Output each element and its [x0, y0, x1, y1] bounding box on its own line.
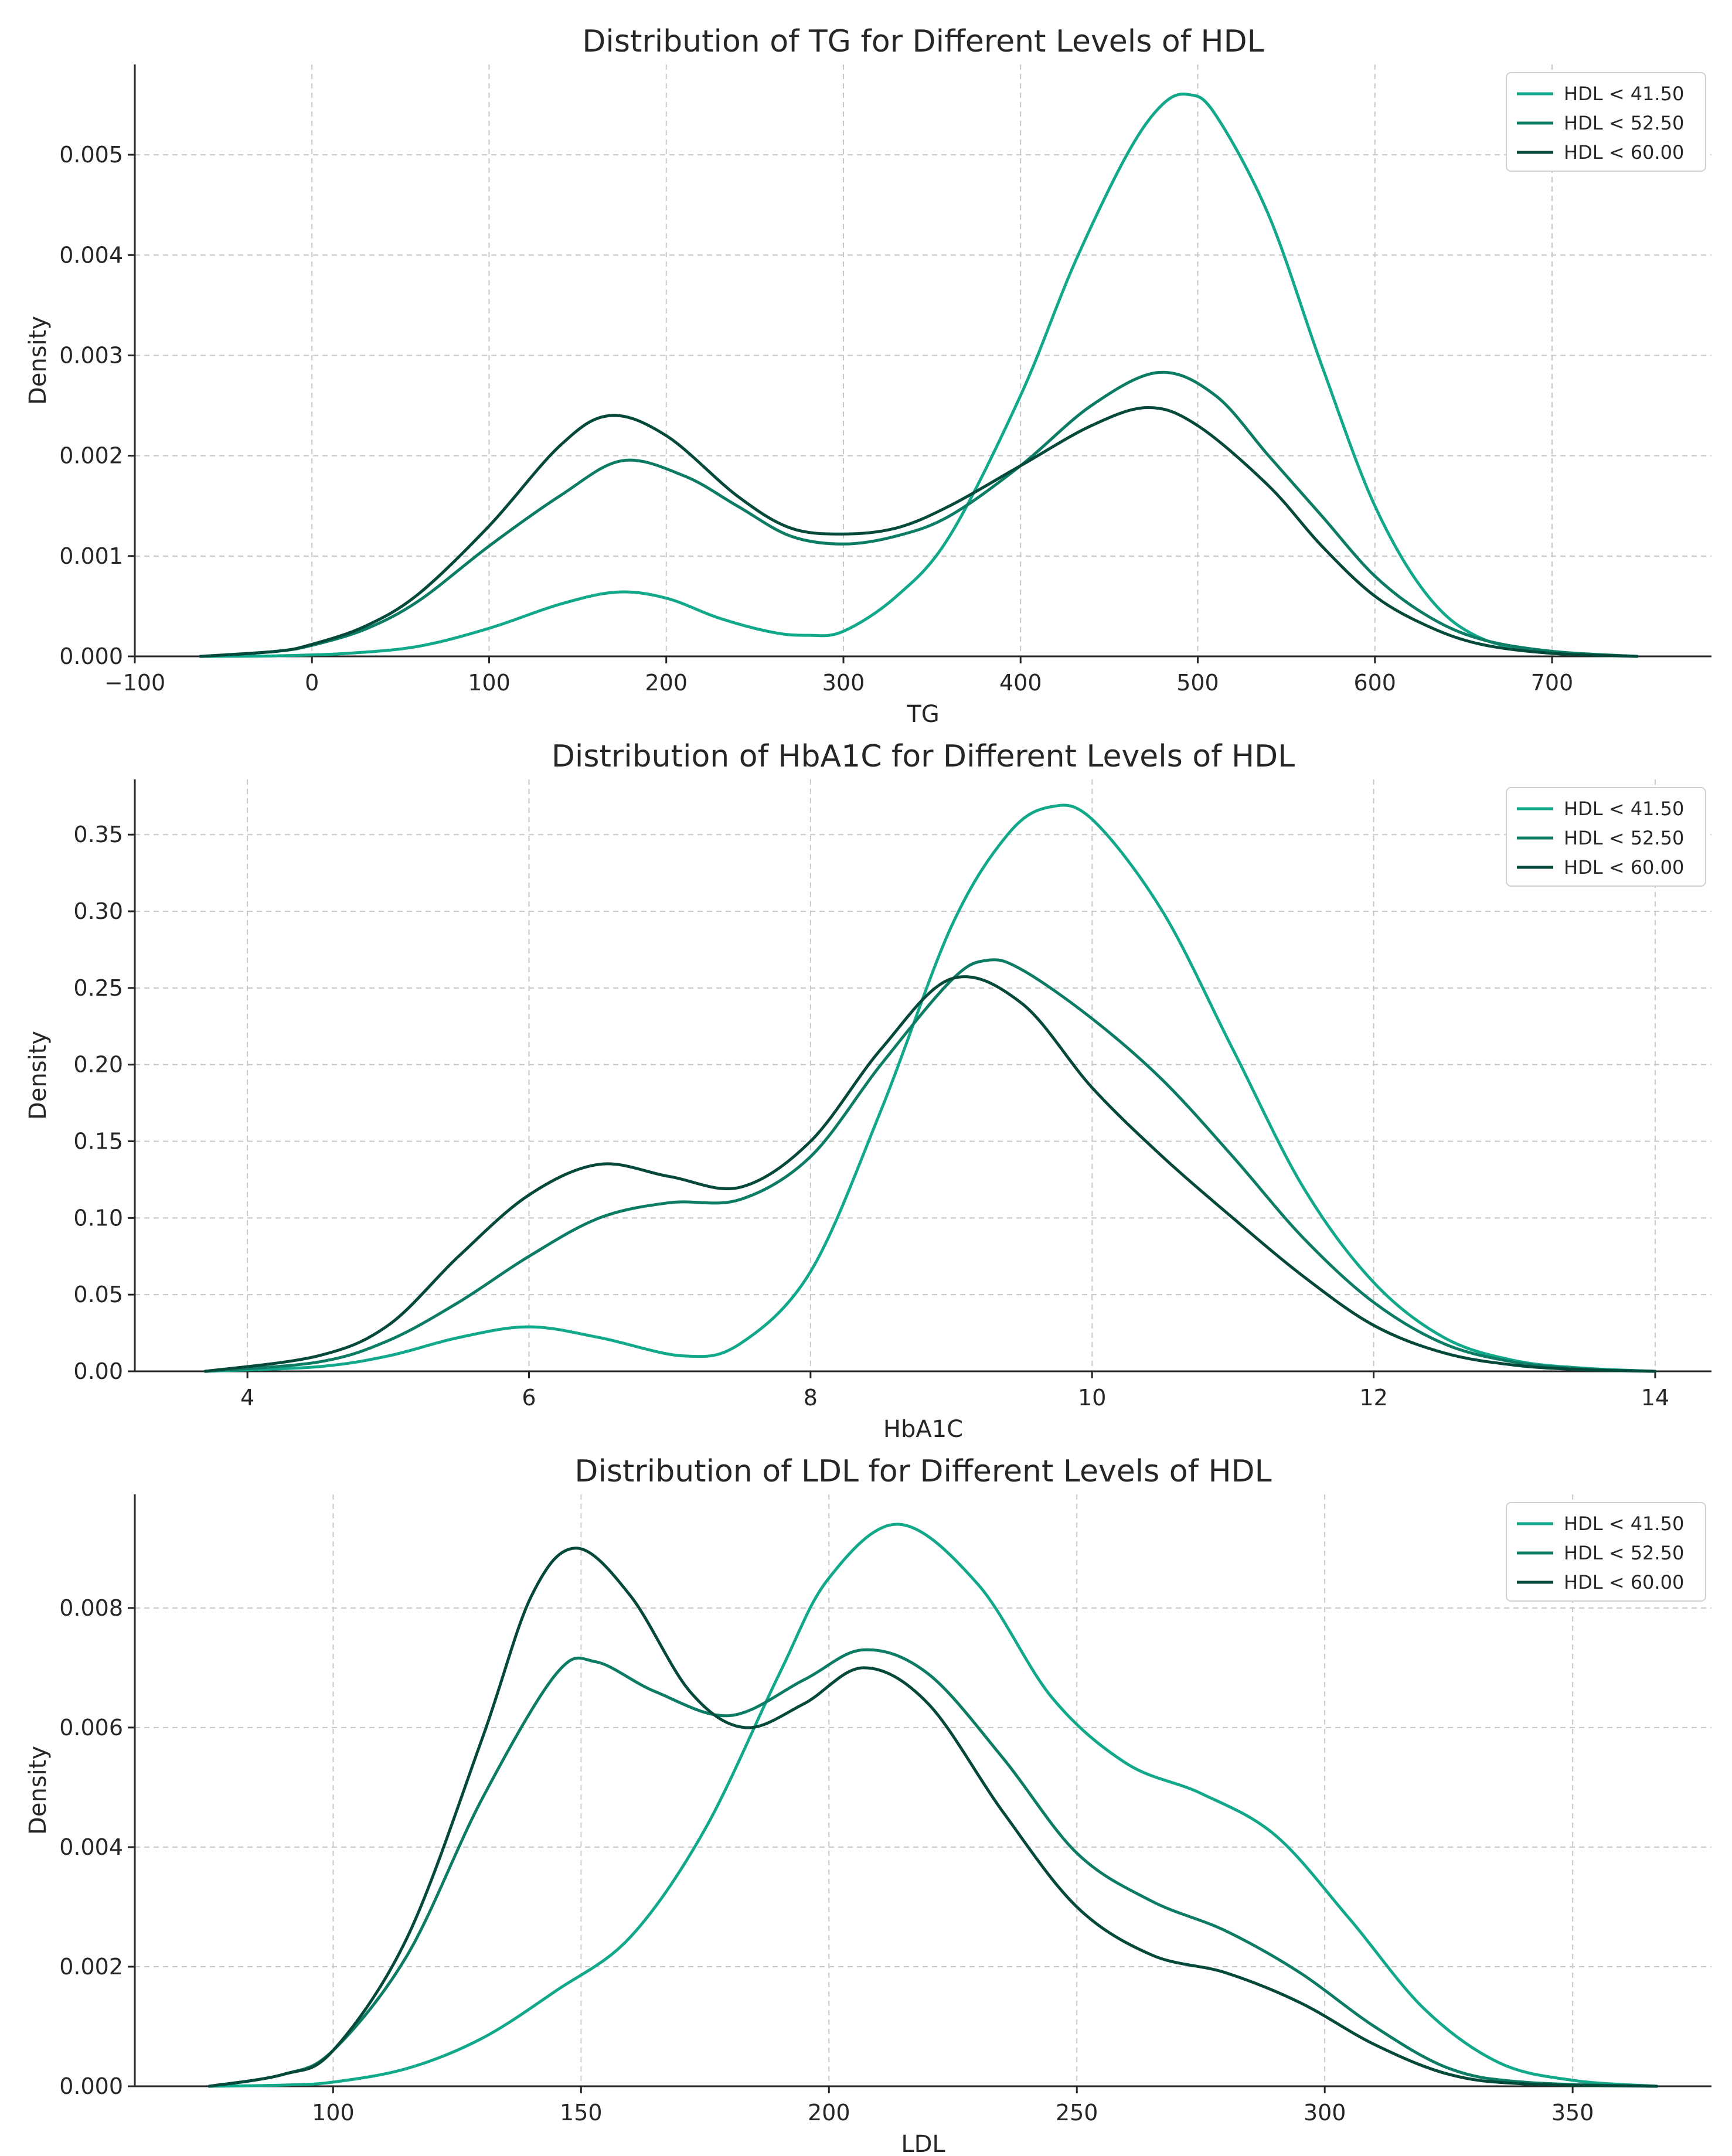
legend-box: [1506, 1502, 1706, 1602]
x-tick-label: 100: [468, 670, 511, 696]
legend-label: HDL < 60.00: [1564, 856, 1684, 878]
x-tick-label: 150: [560, 2100, 603, 2126]
chart-title: Distribution of TG for Different Levels …: [582, 24, 1264, 59]
series-line-2: [199, 370, 1639, 658]
x-axis-label: HbA1C: [883, 1416, 963, 1443]
series-line-3: [203, 975, 1657, 1373]
y-tick-label: 0.00: [73, 1358, 123, 1384]
legend-label: HDL < 41.50: [1564, 798, 1684, 820]
x-tick-label: 14: [1641, 1385, 1669, 1411]
series-line-1: [199, 92, 1639, 658]
x-tick-label: 250: [1056, 2100, 1098, 2126]
x-tick-label: 8: [804, 1385, 818, 1411]
chart-panel-hba1c: 4 6 8 10 12 14 0.00 0.05 0.10 0.15 0.20 0.25 0.30 0.3…: [25, 739, 1711, 1443]
y-tick-label: 0.001: [59, 543, 123, 569]
x-tick-label: 300: [822, 670, 865, 696]
y-tick-label: 0.004: [59, 242, 123, 268]
x-tick-label: 0: [305, 670, 319, 696]
y-tick-label: 0.35: [73, 822, 123, 847]
legend-label: HDL < 52.50: [1564, 112, 1684, 134]
x-tick-label: 200: [645, 670, 688, 696]
y-tick-label: 0.000: [59, 2073, 123, 2099]
x-tick-label: 12: [1359, 1385, 1387, 1411]
legend-label: HDL < 60.00: [1564, 141, 1684, 164]
y-tick-label: 0.20: [73, 1052, 123, 1078]
chart-panel-ldl: 100 150 200 250 300 350 0.000 0.002 0.004 0.006 0.…: [25, 1454, 1711, 2156]
series-line-2: [207, 1648, 1659, 2088]
x-tick-label: 400: [999, 670, 1042, 696]
x-tick-label: 500: [1176, 670, 1219, 696]
x-tick-label: 600: [1353, 670, 1396, 696]
legend-label: HDL < 60.00: [1564, 1571, 1684, 1593]
x-tick-label: 300: [1304, 2100, 1346, 2126]
y-tick-label: 0.002: [59, 1954, 123, 1980]
x-tick-label: 10: [1078, 1385, 1106, 1411]
legend-label: HDL < 41.50: [1564, 83, 1684, 105]
x-tick-label: 100: [312, 2100, 355, 2126]
y-tick-label: 0.005: [59, 142, 123, 168]
legend-box: [1506, 72, 1706, 172]
y-tick-label: 0.05: [73, 1282, 123, 1307]
y-tick-label: 0.008: [59, 1595, 123, 1621]
legend-label: HDL < 52.50: [1564, 827, 1684, 849]
x-axis-label: LDL: [901, 2131, 945, 2156]
x-tick-label: 350: [1551, 2100, 1594, 2126]
y-axis-label: Density: [25, 316, 52, 405]
y-tick-label: 0.15: [73, 1129, 123, 1154]
y-tick-label: 0.30: [73, 898, 123, 924]
x-tick-label: 4: [240, 1385, 254, 1411]
series-line-1: [207, 1523, 1659, 2088]
y-axis-label: Density: [25, 1031, 52, 1120]
legend-box: [1506, 787, 1706, 887]
y-tick-label: 0.006: [59, 1715, 123, 1741]
x-axis-label: TG: [906, 701, 939, 728]
x-tick-label: 700: [1531, 670, 1574, 696]
chart-title: Distribution of HbA1C for Different Leve…: [552, 739, 1295, 774]
legend-label: HDL < 52.50: [1564, 1542, 1684, 1564]
y-tick-label: 0.002: [59, 443, 123, 469]
y-tick-label: 0.25: [73, 975, 123, 1001]
y-axis-label: Density: [25, 1746, 52, 1835]
chart-title: Distribution of LDL for Different Levels…: [574, 1454, 1271, 1489]
series-line-3: [199, 406, 1639, 658]
y-tick-label: 0.000: [59, 643, 123, 669]
chart-panel-tg: −100 0 100 200 300 400 500 600 700 0.000 0.001 0.00…: [25, 24, 1711, 728]
legend-label: HDL < 41.50: [1564, 1513, 1684, 1535]
x-tick-label: −100: [104, 670, 165, 696]
x-tick-label: 6: [522, 1385, 536, 1411]
x-tick-label: 200: [808, 2100, 850, 2126]
y-tick-label: 0.004: [59, 1834, 123, 1860]
series-line-3: [207, 1547, 1659, 2088]
y-tick-label: 0.003: [59, 342, 123, 368]
series-line-2: [203, 958, 1657, 1373]
series-line-1: [203, 803, 1657, 1373]
y-tick-label: 0.10: [73, 1205, 123, 1231]
